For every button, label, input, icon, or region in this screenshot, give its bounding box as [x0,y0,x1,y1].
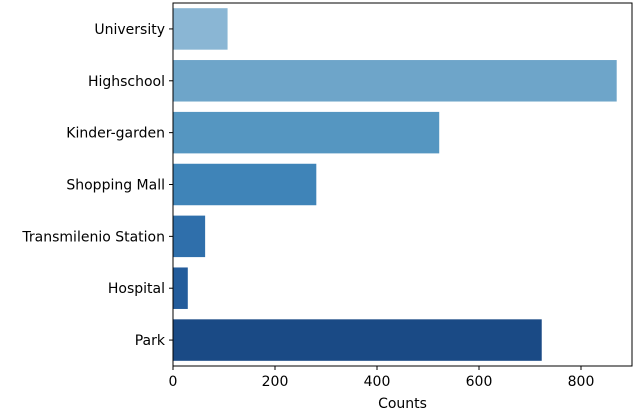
y-tick-label: Shopping Mall [66,178,165,194]
bar-highschool [173,60,617,102]
bar-transmilenio-station [173,215,206,258]
x-tick-label: 200 [262,374,289,390]
bar-kinder-garden [173,111,440,154]
y-axis-ticks: University Highschool Kinder-garden Shoppin… [21,22,173,349]
y-tick-label: Park [135,333,166,349]
x-tick-label: 800 [568,374,595,390]
x-tick-label: 600 [466,374,493,390]
bar-park [173,319,542,361]
plot-frame [172,2,633,367]
bar-shopping-mall [173,163,317,206]
bars-group [173,8,617,361]
y-tick-label: Transmilenio Station [21,229,165,245]
y-tick-label: Kinder-garden [66,126,165,142]
bar-hospital [173,267,188,309]
y-tick-label: University [94,22,165,38]
x-axis-ticks: 0 200 400 600 800 [169,366,595,390]
x-tick-label: 400 [364,374,391,390]
x-tick-label: 0 [169,374,178,390]
y-tick-label: Hospital [108,281,165,297]
y-tick-label: Highschool [88,74,165,90]
x-axis-label: Counts [378,396,427,412]
bar-university [173,8,228,50]
